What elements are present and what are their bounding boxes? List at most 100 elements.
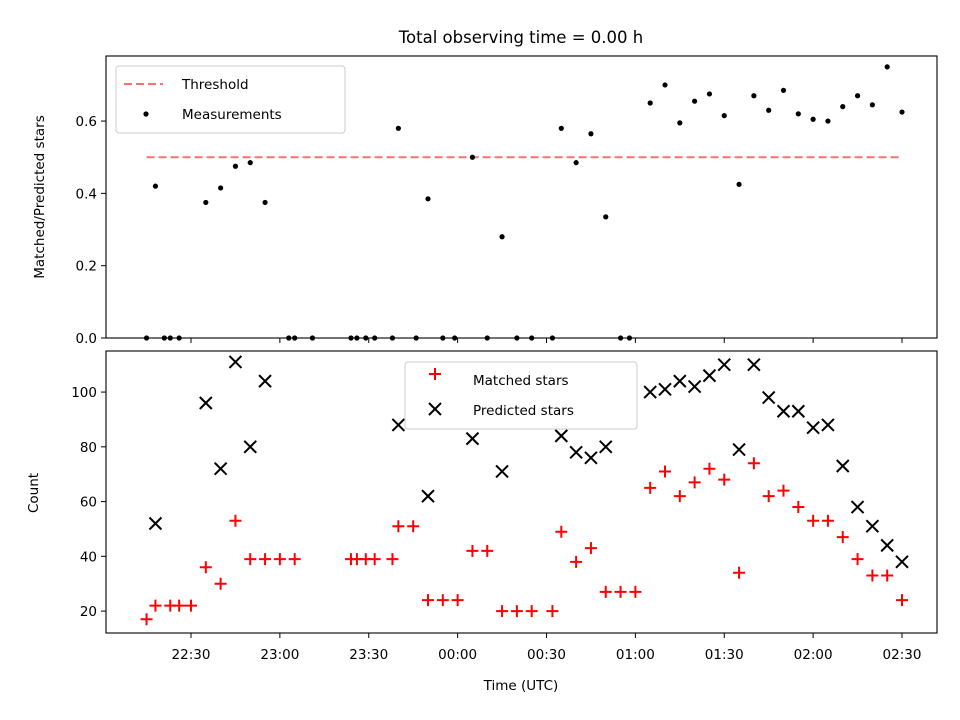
matched-star-point [718, 473, 731, 486]
top-panel: 0.0 0.2 0.4 0.6 Matched/Predicted stars Thr… [32, 55, 938, 347]
matched-star-point [185, 599, 197, 612]
bottom-xlabel: Time (UTC) [483, 678, 559, 694]
measurement-point [558, 125, 564, 131]
predicted-star-point [732, 442, 746, 457]
matched-star-point [644, 481, 657, 494]
matched-star-point [140, 613, 153, 626]
predicted-star-point [569, 445, 583, 460]
measurement-point [736, 181, 742, 187]
measurement-point [626, 335, 633, 341]
measurement-point [810, 116, 816, 122]
matched-star-point [896, 594, 908, 607]
matched-star-point [546, 605, 559, 618]
bottom-ytick-label: 60 [80, 495, 97, 511]
xtick-label: 23:30 [349, 647, 388, 663]
top-panel-frame [105, 55, 938, 339]
measurement-point [143, 335, 150, 341]
predicted-star-point [148, 516, 163, 531]
measurement-point [795, 111, 801, 117]
matched-star-point [392, 520, 405, 533]
matched-star-point [199, 561, 212, 574]
measurement-point [395, 125, 401, 131]
predicted-star-point [747, 357, 761, 372]
matched-legend-swatch [429, 368, 441, 380]
matched-star-point [496, 605, 509, 618]
measurement-point [354, 335, 360, 341]
measurement-point [452, 335, 458, 341]
matched-star-point [733, 566, 746, 579]
xtick-label: 23:00 [260, 647, 299, 663]
bottom-ytick-label: 80 [80, 440, 97, 456]
matched-star-point [703, 462, 716, 475]
predicted-star-point [584, 451, 598, 465]
measurement-point [869, 102, 875, 108]
measurement-point [292, 335, 298, 341]
matched-star-point [368, 553, 381, 566]
matched-star-point [149, 599, 162, 612]
top-ylabel: Matched/Predicted stars [32, 115, 48, 278]
bottom-ylabel: Count [26, 473, 42, 513]
measurement-point [721, 113, 727, 119]
predicted-star-point [850, 500, 865, 514]
matched-star-point [173, 599, 186, 612]
measurement-point [588, 131, 594, 137]
measurement-point [840, 104, 846, 110]
matched-star-point [762, 490, 775, 503]
predicted-legend-swatch [428, 402, 442, 416]
top-legend: Threshold Measurements [115, 65, 346, 134]
matched-star-point [525, 605, 538, 618]
xtick-label: 00:00 [438, 647, 477, 663]
matched-star-point [259, 553, 272, 566]
measurement-point [440, 335, 446, 341]
measurement-point [706, 91, 713, 97]
matched-star-point [386, 553, 399, 566]
matched-star-point [436, 594, 449, 607]
matched-star-point [599, 585, 612, 598]
bottom-panel-frame [105, 350, 938, 634]
predicted-star-point [673, 374, 687, 388]
predicted-star-point [421, 489, 435, 503]
bottom-ytick-label: 100 [71, 385, 97, 401]
measurement-point [262, 199, 268, 206]
predicted-star-point [643, 385, 657, 399]
predicted-star-point [776, 404, 791, 418]
predicted-star-point [258, 374, 272, 388]
measurement-point [573, 160, 579, 166]
predicted-star-point [243, 440, 257, 454]
predicted-star-point [880, 538, 894, 553]
measurement-point [854, 93, 861, 99]
xtick-label: 00:30 [527, 647, 566, 663]
predicted-star-point [702, 368, 717, 383]
predicted-star-point [199, 396, 213, 410]
matched-star-point [688, 476, 701, 489]
matched-star-point [747, 457, 760, 470]
matched-star-point [821, 514, 834, 527]
matched-star-point [229, 514, 242, 527]
predicted-star-point [865, 519, 880, 533]
matched-star-point [422, 594, 434, 607]
predicted-star-point [806, 420, 820, 435]
measurement-point [389, 335, 396, 341]
measurement-point [766, 107, 772, 113]
threshold-legend-label: Threshold [181, 77, 249, 93]
measurement-point [363, 335, 369, 341]
top-ytick-label: 0.4 [76, 186, 97, 202]
matched-star-point [570, 555, 583, 568]
measurement-point [232, 163, 239, 169]
matched-star-point [481, 544, 494, 557]
measurement-point [469, 154, 476, 160]
measurement-point [514, 335, 520, 341]
bottom-panel: 20 40 60 80 100 22:30 23:00 23:30 00:00 00:30 01:… [26, 350, 938, 694]
matched-star-point [214, 577, 227, 590]
measurement-point [203, 199, 209, 206]
matched-star-point [659, 465, 671, 478]
measurement-point [662, 82, 668, 88]
measurement-point [529, 335, 535, 341]
measurement-point [161, 335, 167, 341]
bottom-legend-box [404, 361, 638, 430]
predicted-star-point [228, 355, 243, 369]
matched-star-point [851, 553, 864, 566]
matched-star-point [792, 501, 805, 514]
matched-star-point [777, 484, 790, 497]
